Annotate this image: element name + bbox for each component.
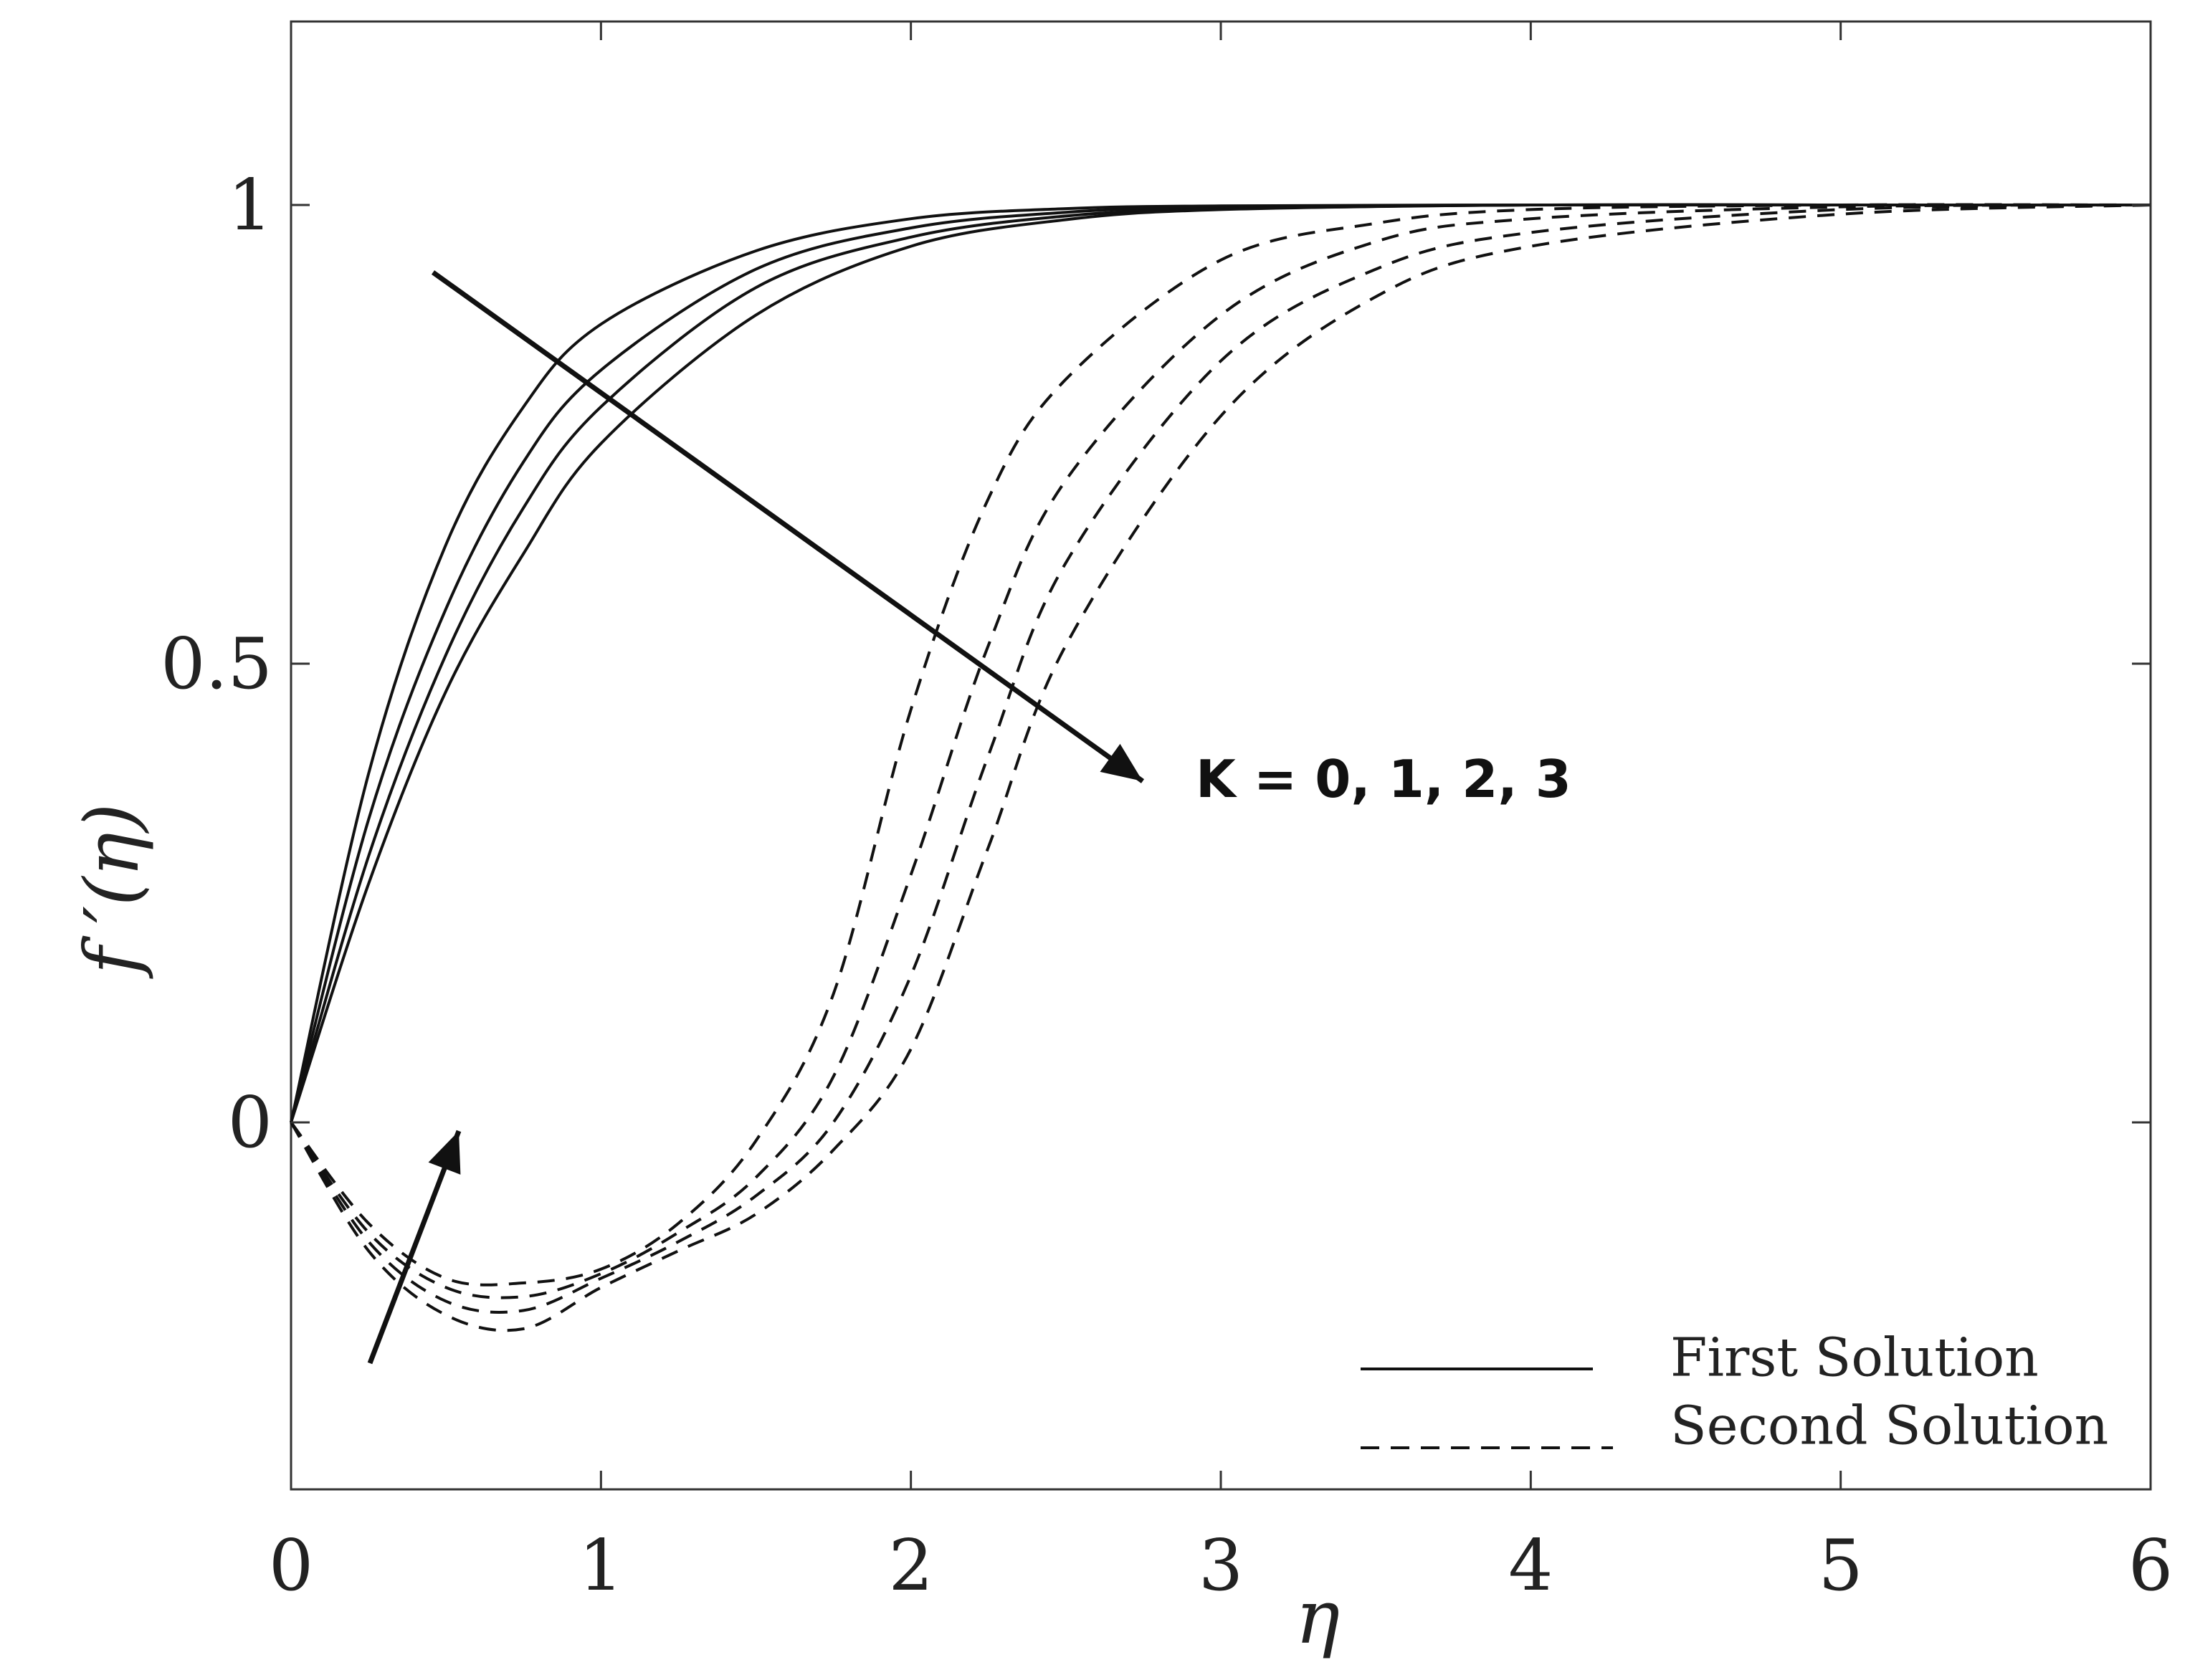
first-solution-line-3 [290,203,2151,1123]
first-solution-line-1 [290,203,2151,1123]
second-solution-line-7 [290,204,2151,1332]
first-solution-line-2 [290,203,2151,1123]
ticks-group: 0 1 2 3 4 5 6 0 0.5 1 [161,22,2173,1607]
y-tick-label: 1 [228,165,272,247]
legend-label-second-solution: Second Solution [1670,1395,2108,1456]
legend: First Solution Second Solution [1361,1327,2108,1456]
series-group [290,203,2151,1332]
arrow-second-solutions [367,1130,462,1365]
y-tick-label: 0.5 [161,624,272,705]
annotation-label: K = 0, 1, 2, 3 [1196,749,1571,809]
x-tick-label: 4 [1508,1525,1553,1607]
second-solution-line-5 [290,204,2151,1299]
x-tick-label: 0 [269,1525,313,1607]
x-tick-label: 6 [2128,1525,2173,1607]
x-tick-label: 3 [1199,1525,1243,1607]
arrow-first-solutions-head [1100,743,1143,781]
x-tick-label: 5 [1818,1525,1862,1607]
second-solution-line-4 [290,203,2151,1287]
y-tick-label: 0 [228,1082,272,1164]
arrow-second-solutions-head [428,1131,461,1175]
first-solution-line-0 [290,203,2151,1123]
x-tick-label: 1 [579,1525,623,1607]
x-axis-label: η [1295,1573,1340,1661]
second-solution-line-6 [290,204,2151,1314]
annotation-group: K = 0, 1, 2, 3 [367,270,1571,1365]
x-tick-label: 2 [888,1525,933,1607]
arrow-first-solutions [431,270,1145,783]
legend-label-first-solution: First Solution [1670,1327,2039,1388]
y-axis-label: f ′(η) [68,803,156,980]
